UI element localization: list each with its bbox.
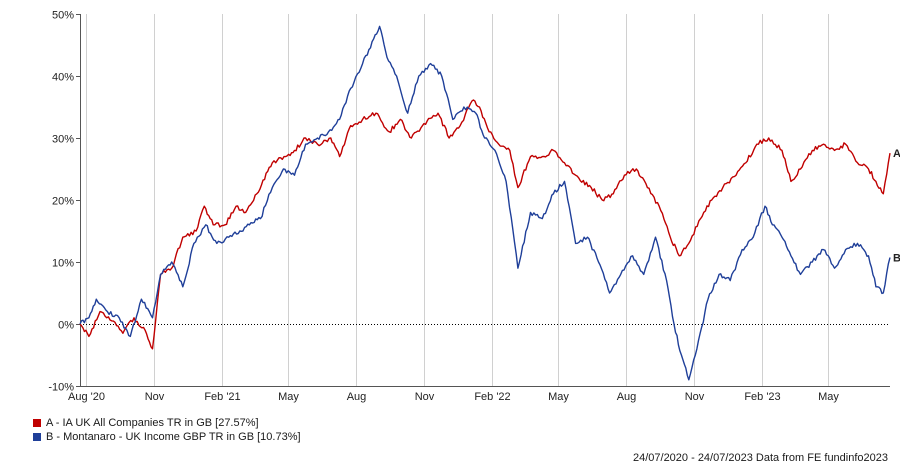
x-tick-label: Aug '20 (68, 391, 105, 403)
x-tick-label: May (548, 391, 569, 403)
legend-label-b: B - Montanaro - UK Income GBP TR in GB [… (46, 431, 301, 443)
x-tick-label: Nov (145, 391, 165, 403)
legend-item-a: A - IA UK All Companies TR in GB [27.57%… (33, 416, 301, 430)
axis-layer (76, 14, 890, 387)
series-end-label-b: B (893, 252, 900, 264)
y-tick-label: 20% (52, 196, 74, 208)
series-line-a (79, 99, 891, 350)
x-tick-label: Aug (347, 391, 367, 403)
y-tick-label: 50% (52, 10, 74, 22)
y-tick-label: -10% (48, 382, 74, 394)
series-line-b (79, 25, 891, 381)
y-tick-label: 10% (52, 258, 74, 270)
legend: A - IA UK All Companies TR in GB [27.57%… (33, 416, 301, 444)
x-tick-label: Feb '23 (744, 391, 780, 403)
x-tick-label: Nov (415, 391, 435, 403)
x-tick-label: Feb '22 (474, 391, 510, 403)
series-layer (79, 25, 891, 381)
x-tick-label: Nov (685, 391, 705, 403)
label-layer: Aug '20 Nov Feb '21 May Aug Nov Feb '22 May Aug N… (48, 10, 900, 404)
x-tick-label: May (278, 391, 299, 403)
x-tick-label: May (818, 391, 839, 403)
y-tick-label: 0% (58, 320, 74, 332)
x-tick-label: Feb '21 (204, 391, 240, 403)
footer-date-range-source: 24/07/2020 - 24/07/2023 Data from FE fun… (632, 452, 888, 464)
legend-item-b: B - Montanaro - UK Income GBP TR in GB [… (33, 430, 301, 444)
y-tick-label: 40% (52, 72, 74, 84)
x-tick-label: Aug (617, 391, 637, 403)
legend-swatch-b (33, 433, 41, 441)
y-tick-label: 30% (52, 134, 74, 146)
grid-layer (80, 14, 890, 386)
legend-label-a: A - IA UK All Companies TR in GB [27.57%… (46, 417, 259, 429)
legend-swatch-a (33, 419, 41, 427)
series-end-label-a: A (893, 148, 900, 160)
